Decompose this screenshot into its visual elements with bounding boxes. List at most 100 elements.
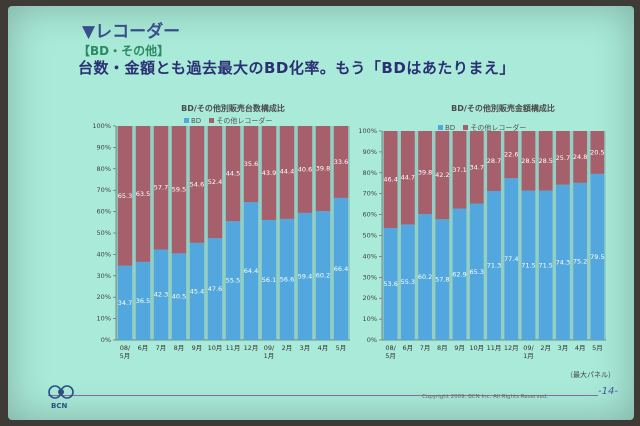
units-bar-other	[171, 126, 187, 254]
units-label-bd: 66.4	[334, 265, 348, 273]
units-ytick-label: 30%	[97, 272, 111, 280]
units-category-label: 9月	[192, 344, 203, 352]
units-ytick-label: 70%	[97, 186, 111, 194]
units-bar-bd	[135, 261, 151, 340]
units-bar-other	[315, 126, 331, 212]
units-label-bd: 47.6	[208, 285, 222, 293]
units-label-bd: 40.5	[172, 293, 186, 301]
units-bar-bd	[297, 212, 313, 340]
units-label-other: 59.5	[172, 186, 186, 194]
units-category-label: 5月	[336, 344, 347, 352]
legend-swatch-other	[463, 125, 469, 130]
units-category-label: 2月	[282, 344, 293, 352]
units-category-label: 08/	[120, 344, 131, 352]
units-bar-other	[261, 126, 277, 220]
units-bar-bd	[225, 221, 241, 340]
units-label-bd: 55.5	[226, 277, 240, 285]
slide-subheading: 【BD・その他】	[78, 44, 170, 58]
units-category-label: 4月	[318, 344, 329, 352]
units-label-bd: 59.4	[298, 272, 312, 280]
units-category-label: 10月	[208, 344, 223, 352]
units-ytick-label: 90%	[97, 143, 111, 151]
units-bar-other	[153, 126, 169, 250]
chart1-legend: BD その他レコーダー	[178, 116, 272, 126]
units-bar-bd	[153, 249, 169, 340]
units-bar-bd	[333, 197, 349, 340]
units-label-bd: 34.7	[118, 299, 132, 307]
units-label-other: 40.6	[298, 165, 312, 173]
slide-heading: ▼レコーダー	[82, 22, 181, 42]
units-label-other: 43.9	[262, 169, 276, 177]
units-bar-bd	[279, 218, 295, 340]
units-bar-other	[333, 126, 349, 198]
units-bar-other	[189, 126, 205, 243]
units-label-other: 57.7	[154, 184, 168, 192]
units-bar-other	[207, 126, 223, 239]
units-ytick-label: 60%	[97, 208, 111, 216]
footer-rule	[48, 395, 598, 396]
units-bar-other	[117, 126, 133, 266]
units-label-bd: 56.6	[280, 275, 294, 283]
units-label-bd: 56.1	[262, 276, 276, 284]
units-label-other: 44.4	[280, 167, 294, 175]
units-category-label: 12月	[244, 344, 259, 352]
units-category-label: 5月	[120, 352, 131, 360]
units-bar-bd	[189, 242, 205, 340]
units-label-other: 63.5	[136, 190, 150, 198]
units-label-bd: 45.4	[190, 287, 204, 295]
units-label-other: 54.6	[190, 180, 204, 188]
units-bar-other	[135, 126, 151, 262]
units-ytick-label: 40%	[97, 250, 111, 258]
units-ytick-label: 0%	[101, 336, 111, 344]
copyright: Copyright 2009. BCN Inc. All Rights Rese…	[422, 394, 549, 400]
units-ytick-label: 100%	[92, 122, 111, 130]
units-bar-bd	[207, 238, 223, 340]
chart2-legend-bd: BD	[445, 124, 456, 132]
chart1-title: BD/その他別販売台数構成比	[181, 104, 285, 113]
units-label-other: 39.8	[316, 165, 330, 173]
units-label-bd: 64.4	[244, 267, 258, 275]
chart1-legend-other: その他レコーダー	[216, 117, 273, 125]
units-bar-bd	[117, 265, 133, 340]
units-bar-other	[279, 126, 295, 219]
units-label-other: 52.4	[208, 178, 222, 186]
units-label-other: 44.5	[226, 170, 240, 178]
units-category-label: 11月	[226, 344, 241, 352]
units-ytick-label: 50%	[97, 229, 111, 237]
bcn-logo-text: BCN	[51, 402, 68, 410]
units-category-label: 09/	[264, 344, 275, 352]
units-ytick-label: 20%	[97, 293, 111, 301]
units-label-bd: 36.5	[136, 297, 150, 305]
units-ytick-label: 10%	[97, 315, 111, 323]
units-bar-bd	[261, 219, 277, 340]
units-category-label: 1月	[264, 352, 275, 360]
units-category-label: 8月	[174, 344, 185, 352]
page-number: -14-	[598, 386, 618, 397]
legend-swatch-other	[209, 118, 215, 123]
legend-swatch-bd	[184, 118, 189, 123]
units-ytick-label: 80%	[97, 165, 111, 173]
units-bar-other	[225, 126, 241, 222]
chart1-legend-bd: BD	[191, 117, 202, 125]
slide-headline: 台数・金額とも過去最大のBD化率。もう「BDはあたりまえ」	[78, 59, 515, 77]
chart-note: （最大パネル）	[566, 371, 615, 379]
units-bar-bd	[171, 253, 187, 340]
units-bar-other	[243, 126, 259, 203]
units-label-other: 33.6	[334, 158, 348, 166]
legend-swatch-bd	[438, 125, 443, 130]
bcn-logo-icon	[48, 385, 74, 399]
chart2-legend: BD その他レコーダー	[432, 123, 526, 133]
units-category-label: 7月	[156, 344, 167, 352]
units-label-other: 35.6	[244, 160, 258, 168]
units-category-label: 6月	[138, 344, 149, 352]
chart2-title: BD/その他別販売金額構成比	[451, 104, 555, 113]
units-label-bd: 42.3	[154, 291, 168, 299]
units-category-label: 3月	[300, 344, 311, 352]
units-bar-other	[297, 126, 313, 213]
units-bar-bd	[243, 202, 259, 340]
units-bar-bd	[315, 211, 331, 340]
units-label-other: 65.3	[118, 192, 132, 200]
chart2-legend-other: その他レコーダー	[470, 124, 527, 132]
units-label-bd: 60.2	[316, 272, 330, 280]
